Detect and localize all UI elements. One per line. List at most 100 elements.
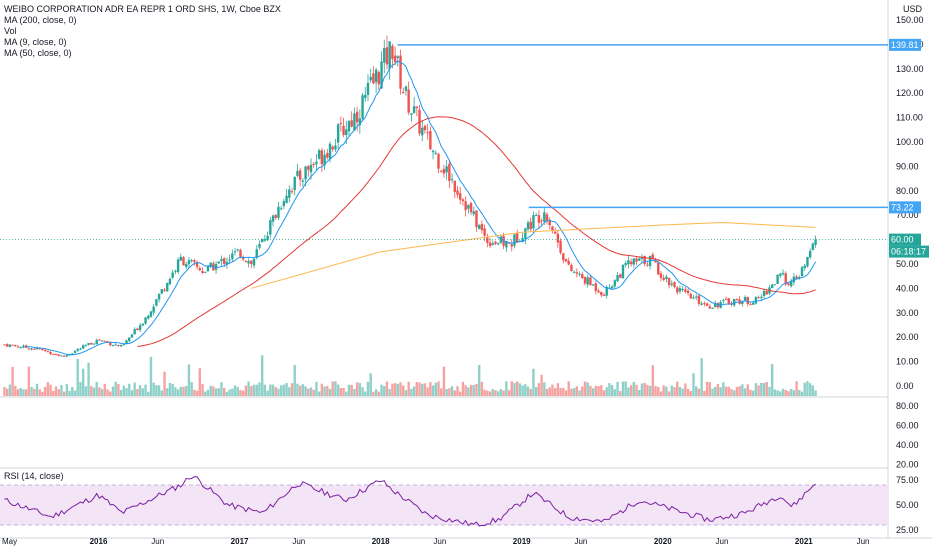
candle-body — [440, 170, 443, 172]
candle-body — [190, 260, 193, 262]
volume-bar — [467, 387, 470, 396]
volume-bar — [198, 368, 201, 396]
candle-body — [106, 341, 109, 343]
candle-body — [247, 261, 250, 264]
candle-body — [621, 264, 625, 279]
candle-body — [79, 348, 82, 350]
volume-bar — [461, 381, 465, 396]
volume-bar — [437, 381, 440, 396]
candle-body — [695, 296, 698, 298]
price-tick-label: 0.00 — [896, 381, 914, 391]
volume-bar — [307, 388, 310, 396]
volume-bar — [5, 388, 9, 396]
volume-bar — [567, 381, 570, 396]
volume-bar — [735, 387, 739, 396]
candle-body — [90, 342, 93, 345]
volume-bar — [171, 383, 174, 396]
volume-bar — [488, 391, 492, 396]
volume-bar — [79, 381, 82, 396]
volume-bar — [342, 387, 345, 396]
candle-body — [578, 273, 581, 275]
volume-bar — [730, 389, 733, 396]
candle-body — [469, 203, 473, 213]
candle-body — [640, 256, 644, 259]
candle-body — [681, 289, 684, 291]
candle-body — [751, 302, 755, 305]
volume-bar — [665, 386, 668, 396]
volume-bar — [258, 382, 261, 396]
candle-body — [92, 343, 96, 345]
legend-vol: Vol — [4, 26, 17, 36]
volume-bar — [676, 381, 679, 396]
volume-bar — [141, 388, 145, 396]
candle-body — [722, 299, 725, 302]
volume-bar — [806, 381, 809, 396]
volume-bar — [163, 371, 166, 396]
candle-body — [749, 304, 752, 306]
volume-bar — [391, 383, 394, 396]
volume-bar — [486, 390, 489, 396]
candle-body — [342, 125, 345, 136]
candle-body — [765, 291, 768, 295]
candle-body — [241, 257, 245, 260]
candle-body — [431, 150, 435, 153]
candle-body — [499, 236, 503, 243]
candle-body — [136, 328, 139, 330]
candle-body — [285, 195, 288, 203]
price-label-box — [889, 38, 921, 51]
volume-bar — [33, 388, 36, 396]
volume-bar — [301, 384, 305, 396]
time-tick-label: 2020 — [654, 537, 672, 546]
candle-body — [125, 340, 128, 344]
volume-bar — [732, 390, 736, 396]
volume-bar — [407, 381, 410, 396]
volume-bar — [95, 382, 98, 396]
volume-bar — [640, 383, 644, 396]
candle-body — [404, 86, 408, 91]
volume-bar — [182, 386, 185, 396]
candle-body — [290, 191, 294, 193]
volume-bar — [43, 386, 47, 396]
volume-bar — [784, 389, 787, 396]
volume-bar — [41, 391, 44, 396]
candle-body — [787, 283, 790, 285]
volume-bar — [187, 364, 191, 396]
candle-body — [225, 261, 229, 265]
candle-body — [594, 283, 598, 291]
price-label-text: 60.00 — [891, 235, 914, 245]
volume-bar — [393, 383, 397, 396]
volume-bar — [260, 355, 264, 396]
volume-bar — [62, 391, 66, 396]
volume-bar — [440, 388, 443, 396]
candle-body — [613, 280, 617, 287]
candle-body — [643, 255, 646, 265]
candle-body — [543, 212, 546, 222]
volume-bar — [472, 384, 475, 396]
volume-bar — [459, 391, 462, 396]
volume-bar — [347, 384, 351, 396]
volume-bar — [629, 385, 633, 396]
candle-body — [521, 237, 524, 243]
volume-bar — [396, 383, 400, 396]
volume-bar — [309, 387, 313, 396]
volume-bar — [323, 386, 326, 396]
volume-bar — [81, 368, 85, 396]
candle-body — [345, 129, 348, 135]
volume-bar — [779, 391, 782, 396]
candle-body — [781, 273, 785, 275]
price-tick-label: 10.00 — [896, 357, 919, 367]
candle-body — [483, 228, 486, 236]
volume-bar — [8, 384, 12, 396]
time-tick-label: 2017 — [231, 537, 249, 546]
candle-body — [396, 56, 400, 59]
candle-body — [138, 325, 142, 331]
candle-body — [705, 303, 709, 306]
candle-body — [676, 287, 679, 293]
candle-body — [258, 243, 261, 248]
volume-bar — [616, 381, 619, 396]
candle-body — [133, 329, 136, 335]
volume-bar — [572, 388, 576, 396]
candle-body — [486, 237, 489, 243]
